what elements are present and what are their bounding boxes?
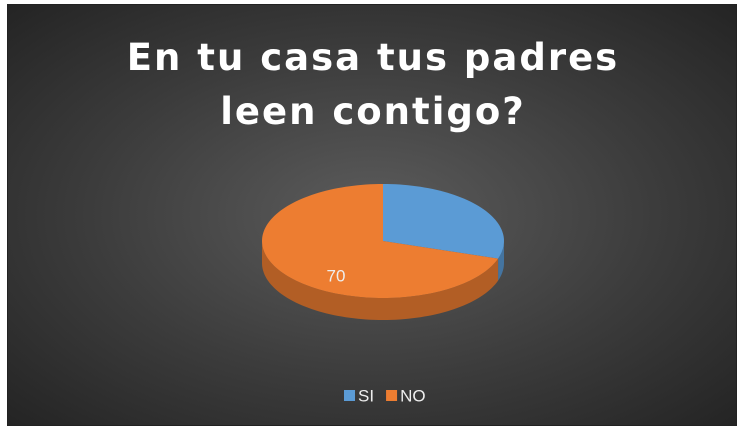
chart: En tu casa tus padres leen contigo? 70 SI…: [7, 4, 737, 426]
legend-swatch: [344, 390, 355, 401]
slice-side: [262, 241, 499, 320]
slice-side: [498, 241, 504, 281]
chart-title: En tu casa tus padres leen contigo?: [126, 36, 620, 133]
legend-label: NO: [400, 386, 426, 405]
data-label: 70: [327, 267, 346, 286]
legend-label: SI: [358, 386, 374, 405]
legend-swatch: [386, 390, 398, 401]
plot: 70 SI NO: [262, 184, 504, 405]
slice: [262, 184, 499, 298]
slice: [383, 184, 504, 259]
